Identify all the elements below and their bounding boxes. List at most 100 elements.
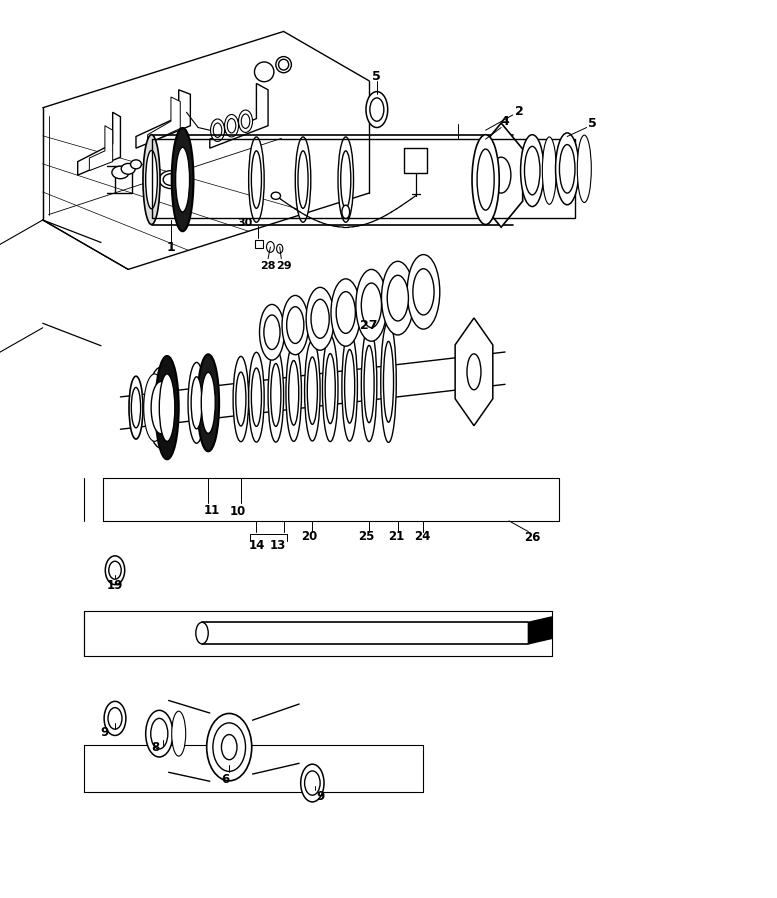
Text: 6: 6 [221,773,229,786]
Ellipse shape [342,331,357,441]
Ellipse shape [144,374,166,441]
Ellipse shape [225,115,239,137]
Text: 21: 21 [388,530,404,542]
Ellipse shape [492,157,511,193]
Ellipse shape [213,723,246,771]
Text: 5: 5 [587,118,597,130]
Ellipse shape [227,119,236,133]
Ellipse shape [356,269,387,341]
Ellipse shape [233,357,249,442]
Ellipse shape [342,206,350,219]
Ellipse shape [295,136,311,222]
Ellipse shape [472,135,499,224]
Ellipse shape [176,147,190,212]
Text: 13: 13 [270,539,286,551]
Ellipse shape [254,62,274,82]
Ellipse shape [278,59,289,70]
Ellipse shape [577,136,591,202]
Ellipse shape [260,304,284,360]
FancyBboxPatch shape [404,148,427,173]
Ellipse shape [305,340,320,441]
Text: 30: 30 [237,217,253,228]
Ellipse shape [336,292,355,333]
Ellipse shape [370,98,384,121]
Ellipse shape [151,718,168,749]
Ellipse shape [211,119,225,142]
Ellipse shape [155,356,179,459]
Ellipse shape [559,145,575,193]
Polygon shape [455,318,493,426]
Ellipse shape [340,151,350,208]
Ellipse shape [221,735,237,760]
Text: 14: 14 [248,539,265,551]
Polygon shape [136,90,190,148]
Ellipse shape [267,242,274,252]
Ellipse shape [268,348,284,442]
FancyBboxPatch shape [255,240,263,248]
Ellipse shape [264,315,280,349]
Ellipse shape [104,701,126,735]
Text: 1: 1 [166,242,176,254]
Text: 27: 27 [361,319,378,331]
Polygon shape [148,97,180,144]
Text: 28: 28 [260,260,276,271]
Ellipse shape [188,363,205,444]
Ellipse shape [467,354,481,390]
Ellipse shape [305,770,320,796]
Ellipse shape [282,295,308,355]
Ellipse shape [159,171,183,189]
Ellipse shape [252,368,261,427]
Ellipse shape [331,279,361,346]
Ellipse shape [196,622,208,644]
Ellipse shape [249,352,264,442]
Polygon shape [479,123,523,227]
Ellipse shape [159,374,175,441]
Ellipse shape [207,713,252,780]
Text: 5: 5 [372,70,382,83]
Ellipse shape [112,166,129,179]
Ellipse shape [131,387,141,427]
Ellipse shape [298,151,308,208]
Ellipse shape [338,136,354,222]
Ellipse shape [556,133,579,205]
Ellipse shape [252,151,261,208]
Ellipse shape [387,276,409,321]
Ellipse shape [213,123,222,137]
Ellipse shape [477,149,494,210]
Ellipse shape [276,57,291,73]
Text: 8: 8 [152,741,159,753]
Ellipse shape [270,364,281,427]
Ellipse shape [146,150,157,208]
Ellipse shape [147,367,174,448]
Ellipse shape [239,110,253,133]
Ellipse shape [163,173,179,185]
Ellipse shape [146,710,172,757]
Text: 25: 25 [358,530,375,542]
Text: 2: 2 [514,105,524,118]
Ellipse shape [521,135,544,207]
Ellipse shape [361,283,382,328]
Ellipse shape [105,556,124,585]
Ellipse shape [109,561,121,579]
Ellipse shape [271,192,280,199]
Ellipse shape [289,360,298,425]
Ellipse shape [364,346,375,423]
Ellipse shape [384,341,394,422]
Ellipse shape [249,136,264,222]
Ellipse shape [306,287,334,350]
Ellipse shape [407,254,440,329]
Ellipse shape [108,708,122,729]
Ellipse shape [413,269,434,315]
Ellipse shape [197,355,219,452]
Polygon shape [78,112,120,175]
Ellipse shape [191,377,202,429]
Ellipse shape [345,349,354,423]
Ellipse shape [201,373,215,434]
Ellipse shape [129,376,143,439]
Polygon shape [210,84,268,148]
Ellipse shape [301,764,324,802]
Ellipse shape [325,354,335,424]
Ellipse shape [131,160,141,169]
Polygon shape [528,617,552,644]
Ellipse shape [286,344,301,441]
